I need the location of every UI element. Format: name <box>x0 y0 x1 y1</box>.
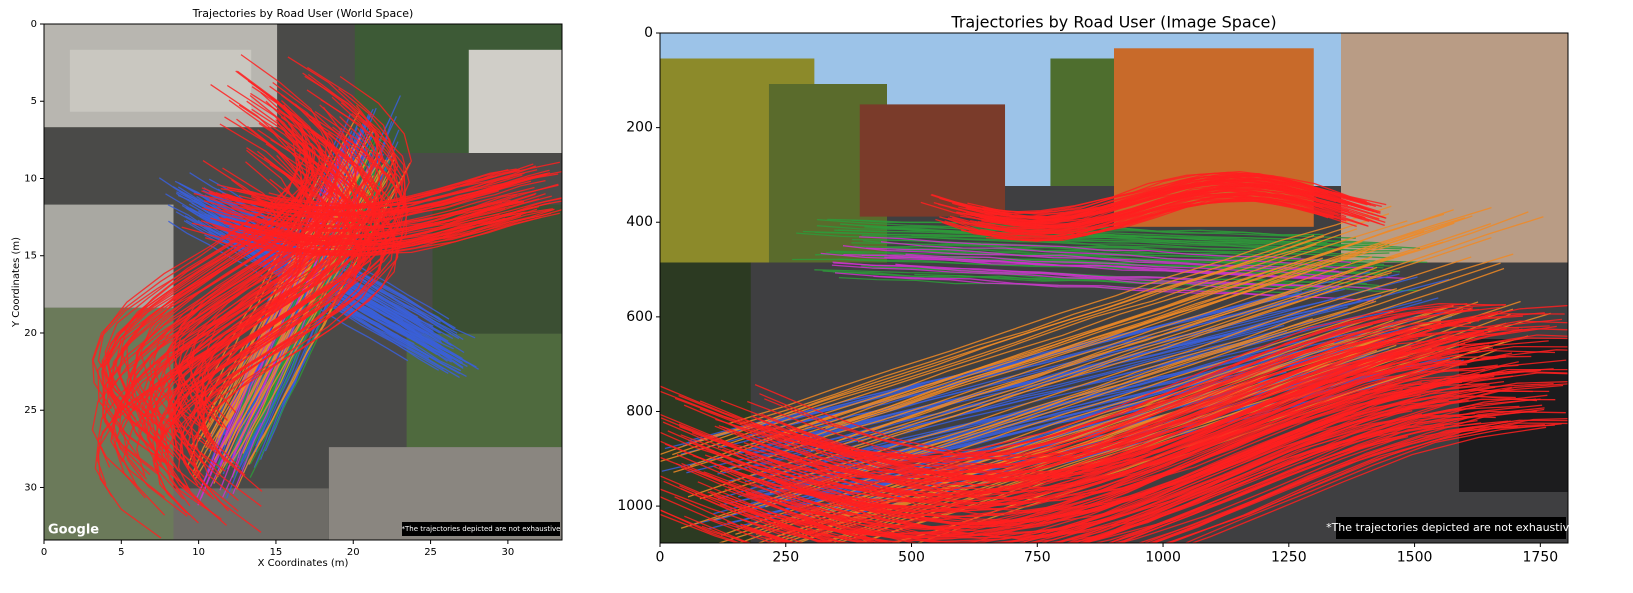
x-tick-label: 250 <box>772 549 799 565</box>
y-tick-label: 200 <box>626 120 653 136</box>
x-tick-label: 25 <box>424 547 437 558</box>
x-tick-label: 1250 <box>1271 549 1307 565</box>
y-tick-label: 800 <box>626 403 653 419</box>
photo <box>623 33 1628 586</box>
chart-title: Trajectories by Road User (Image Space) <box>950 13 1276 32</box>
y-tick-label: 5 <box>31 96 37 107</box>
scene-block <box>469 50 562 153</box>
x-tick-label: 0 <box>656 549 665 565</box>
chart-title: Trajectories by Road User (World Space) <box>192 7 414 20</box>
x-tick-label: 750 <box>1024 549 1051 565</box>
photo <box>44 24 572 540</box>
x-tick-label: 30 <box>502 547 515 558</box>
x-tick-label: 10 <box>192 547 205 558</box>
watermark: Google <box>48 523 99 538</box>
x-axis-label: X Coordinates (m) <box>258 558 349 569</box>
y-tick-label: 30 <box>24 482 37 493</box>
annotation: *The trajectories depicted are not exhau… <box>401 525 560 533</box>
x-tick-label: 1500 <box>1397 549 1433 565</box>
y-tick-label: 0 <box>644 25 653 41</box>
y-tick-label: 20 <box>24 328 37 339</box>
y-tick-label: 0 <box>31 19 37 30</box>
scene-block <box>1341 33 1568 263</box>
x-tick-label: 15 <box>270 547 283 558</box>
y-tick-label: 600 <box>626 309 653 325</box>
x-tick-label: 5 <box>118 547 124 558</box>
annotation: *The trajectories depicted are not exhau… <box>1326 521 1576 534</box>
x-tick-label: 20 <box>347 547 360 558</box>
scene-block <box>860 104 1005 216</box>
scene-block <box>70 50 251 112</box>
x-tick-label: 0 <box>41 547 47 558</box>
x-tick-label: 500 <box>898 549 925 565</box>
scene-block <box>44 205 174 308</box>
y-tick-label: 1000 <box>617 498 653 514</box>
y-tick-label: 15 <box>24 251 37 262</box>
figure: 0 5 10 15 20 25 30 0 5 10 15 20 25 30 Trajectories by … <box>0 0 1633 593</box>
x-tick-label: 1750 <box>1523 549 1559 565</box>
y-axis-label: Y Coordinates (m) <box>11 237 22 328</box>
y-tick-label: 400 <box>626 214 653 230</box>
y-tick-label: 10 <box>24 173 37 184</box>
y-tick-label: 25 <box>24 405 37 416</box>
x-tick-label: 1000 <box>1145 549 1181 565</box>
